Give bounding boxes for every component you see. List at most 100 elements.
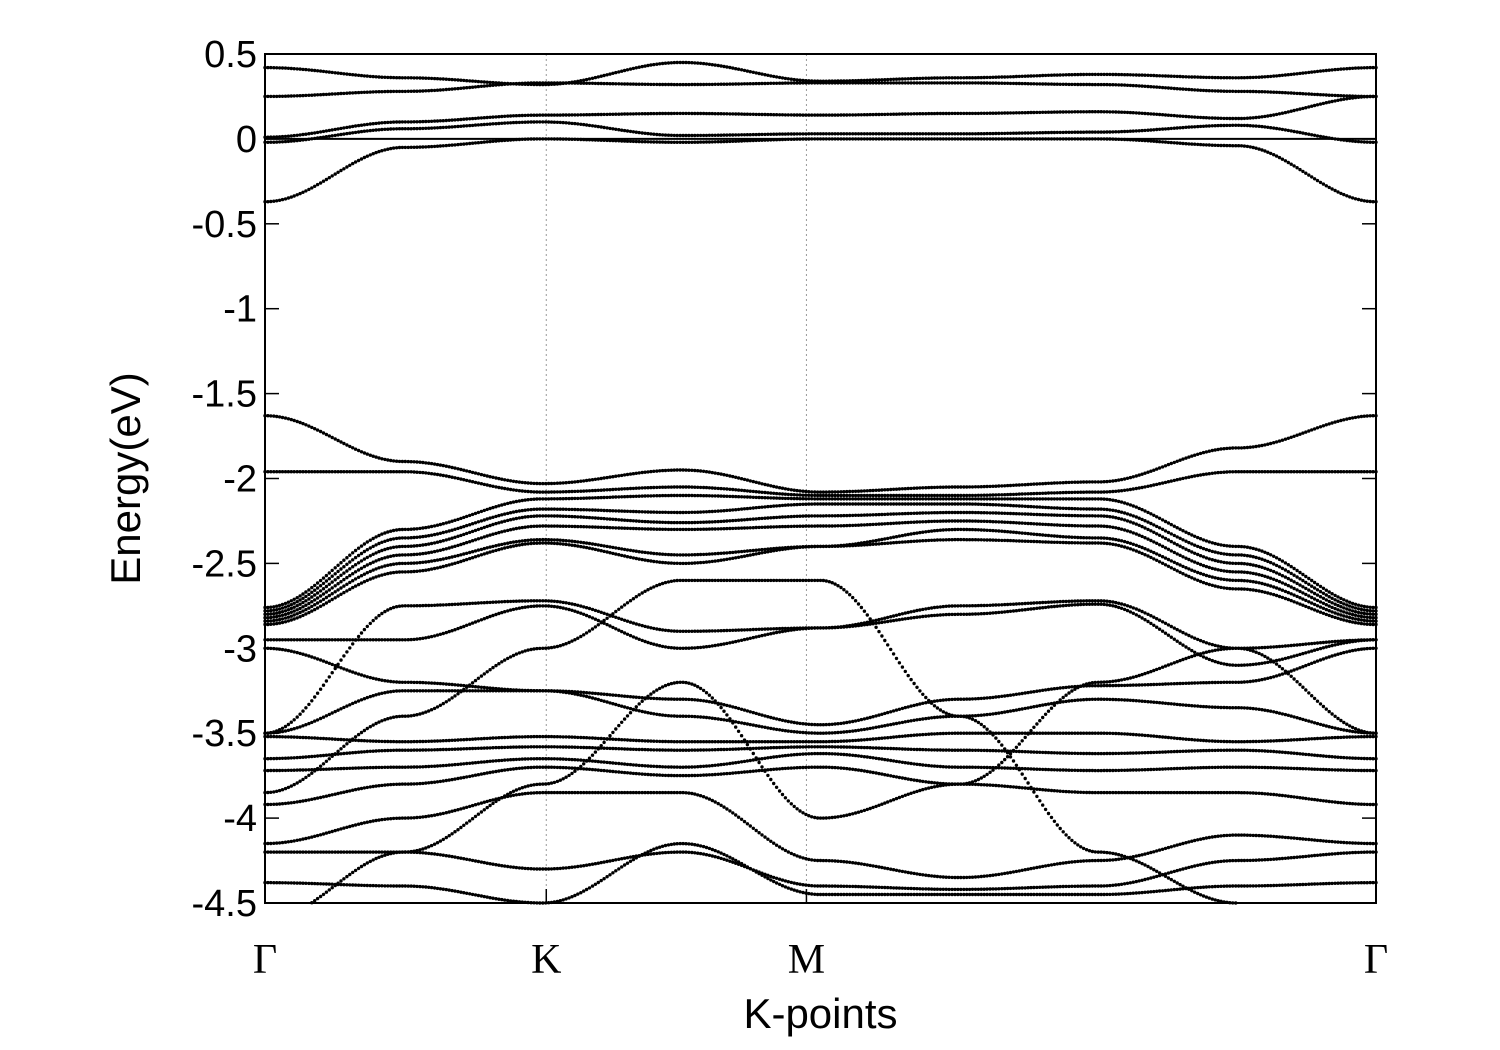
band-point <box>1017 483 1021 487</box>
band-series <box>263 493 1378 610</box>
band-point <box>356 470 361 474</box>
band-point <box>1198 537 1203 541</box>
band-point <box>353 563 358 567</box>
band-point <box>1090 72 1095 77</box>
band-point <box>1234 89 1238 94</box>
band-point <box>514 499 519 504</box>
band-point <box>1286 583 1291 588</box>
band-point <box>1198 142 1203 147</box>
band-point <box>716 509 720 513</box>
band-point <box>640 527 644 531</box>
band-point <box>1353 617 1358 621</box>
band-point <box>757 71 761 76</box>
band-point <box>1368 94 1372 99</box>
band-point <box>1304 171 1308 175</box>
band-point <box>324 579 329 583</box>
band-point <box>745 112 750 116</box>
band-point <box>921 493 925 498</box>
band-point <box>675 140 679 144</box>
band-point <box>631 486 636 491</box>
band-point <box>1058 523 1062 527</box>
band-point <box>1350 66 1355 71</box>
band-point <box>818 544 823 549</box>
band-point <box>640 140 644 144</box>
band-point <box>789 496 793 501</box>
band-point <box>1307 105 1311 109</box>
band-point <box>555 120 560 125</box>
band-point <box>1260 470 1264 474</box>
band-point <box>927 502 931 506</box>
band-point <box>546 514 551 518</box>
band-point <box>967 132 972 136</box>
band-point <box>821 497 826 501</box>
band-point <box>582 515 586 519</box>
band-point <box>459 78 463 82</box>
band-point <box>1210 566 1215 571</box>
band-point <box>412 89 416 93</box>
band-point <box>424 568 428 572</box>
band-point <box>848 544 852 548</box>
band-point <box>997 511 1001 515</box>
band-point <box>1090 514 1095 518</box>
band-point <box>833 514 837 518</box>
band-point <box>1228 552 1232 557</box>
band-point <box>514 120 519 125</box>
band-point <box>394 470 399 474</box>
band-point <box>1304 604 1308 609</box>
band-point <box>877 497 881 501</box>
band-point <box>599 81 603 86</box>
band-point <box>655 469 659 473</box>
band-point <box>918 502 922 506</box>
band-point <box>289 470 293 474</box>
band-point <box>1350 139 1355 143</box>
band-point <box>403 561 407 566</box>
band-point <box>345 165 349 169</box>
band-point <box>924 530 928 534</box>
band-point <box>1096 541 1101 545</box>
band-point <box>792 493 796 497</box>
band-point <box>798 524 802 528</box>
band-point <box>427 534 431 538</box>
band-point <box>1348 600 1352 604</box>
band-point <box>985 81 989 85</box>
band-point <box>1190 474 1194 479</box>
band-point <box>625 509 630 513</box>
band-point <box>590 547 595 551</box>
band-point <box>1041 491 1045 495</box>
band-point <box>1216 470 1220 475</box>
band-point <box>1301 169 1305 174</box>
band-point <box>523 542 527 546</box>
band-point <box>611 71 615 76</box>
band-point <box>1134 486 1139 491</box>
band-point <box>582 122 586 127</box>
band-point <box>751 479 755 484</box>
band-point <box>1043 110 1048 115</box>
band-point <box>658 510 662 514</box>
band-point <box>514 526 519 531</box>
band-point <box>1114 537 1118 542</box>
band-point <box>777 486 782 490</box>
band-point <box>473 538 478 542</box>
band-point <box>701 527 706 531</box>
band-point <box>830 113 834 117</box>
band-point <box>286 94 291 98</box>
band-point <box>859 493 864 498</box>
band-point <box>313 427 317 431</box>
band-point <box>1111 72 1115 77</box>
band-point <box>444 87 448 92</box>
band-point <box>310 93 314 97</box>
band-point <box>497 83 501 87</box>
band-point <box>1348 615 1352 620</box>
band-point <box>494 505 498 509</box>
band-point <box>336 575 340 580</box>
band-point <box>1023 512 1027 516</box>
band-point <box>1371 414 1375 418</box>
band-point <box>348 560 352 564</box>
band-point <box>1137 84 1141 88</box>
band-point <box>441 530 445 535</box>
band-point <box>663 133 668 137</box>
band-point <box>1163 86 1168 90</box>
band-point <box>339 580 343 584</box>
band-point <box>862 497 867 501</box>
band-point <box>780 515 785 519</box>
